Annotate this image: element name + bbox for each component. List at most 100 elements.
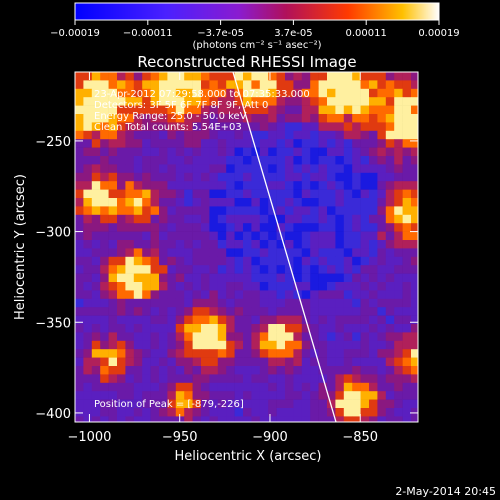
heatmap-cell (100, 206, 109, 216)
heatmap-cell (276, 298, 286, 308)
heatmap-cell (150, 391, 160, 400)
heatmap-cell (100, 139, 109, 148)
heatmap-cell (83, 265, 93, 274)
heatmap-cell (310, 223, 319, 232)
heatmap-cell (369, 122, 378, 132)
heatmap-cell (167, 282, 177, 291)
heatmap-cell (369, 290, 378, 300)
heatmap-cell (377, 265, 387, 274)
heatmap-cell (91, 315, 101, 325)
heatmap-cell (150, 105, 160, 115)
heatmap-cell (226, 357, 235, 367)
heatmap-cell (310, 340, 319, 350)
heatmap-cell (133, 290, 143, 300)
heatmap-cell (91, 139, 101, 148)
heatmap-cell (167, 332, 177, 342)
heatmap-cell (335, 97, 345, 106)
heatmap-cell (100, 122, 109, 132)
heatmap-cell (394, 391, 403, 400)
heatmap-cell (83, 164, 93, 174)
heatmap-cell (83, 139, 93, 148)
heatmap-cell (385, 391, 395, 400)
heatmap-cell (217, 349, 227, 358)
heatmap-cell (377, 114, 387, 123)
heatmap-cell (217, 198, 227, 207)
heatmap-cell (192, 130, 202, 140)
heatmap-cell (301, 248, 311, 258)
heatmap-cell (217, 290, 227, 300)
heatmap-cell (192, 340, 202, 350)
heatmap-cell (268, 374, 277, 384)
heatmap-cell (352, 315, 361, 325)
heatmap-cell (301, 366, 311, 375)
heatmap-cell (100, 399, 109, 409)
heatmap-cell (91, 408, 101, 417)
heatmap-cell (385, 97, 395, 106)
heatmap-cell (301, 399, 311, 409)
heatmap-cell (402, 223, 412, 232)
heatmap-cell (377, 139, 387, 148)
colorbar-tick-label: 3.7e-05 (274, 28, 312, 39)
heatmap-cell (125, 105, 135, 115)
heatmap-cell (175, 265, 185, 274)
heatmap-cell (201, 130, 210, 140)
heatmap-cell (301, 265, 311, 274)
heatmap-cell (108, 88, 118, 98)
heatmap-cell (234, 324, 244, 333)
heatmap-cell (301, 298, 311, 308)
heatmap-cell (251, 382, 261, 392)
heatmap-cell (360, 408, 370, 417)
heatmap-cell (411, 307, 418, 316)
heatmap-cell (369, 349, 378, 358)
heatmap-cell (184, 88, 193, 98)
heatmap-cell (167, 340, 177, 350)
heatmap-cell (293, 340, 303, 350)
heatmap-cell (293, 273, 303, 283)
heatmap-cell (192, 307, 202, 316)
heatmap-cell (335, 408, 345, 417)
heatmap-cell (360, 214, 370, 224)
heatmap-cell (192, 290, 202, 300)
heatmap-cell (419, 97, 428, 106)
heatmap-cell (167, 349, 177, 358)
heatmap-cell (117, 88, 126, 98)
heatmap-cell (259, 198, 269, 207)
heatmap-cell (411, 391, 418, 400)
heatmap-cell (411, 416, 418, 422)
heatmap-cell (352, 88, 361, 98)
heatmap-cell (209, 382, 219, 392)
heatmap-cell (360, 315, 370, 325)
heatmap-cell (117, 198, 126, 207)
heatmap-cell (251, 298, 261, 308)
heatmap-cell (159, 164, 168, 174)
heatmap-cell (100, 189, 109, 199)
heatmap-cell (217, 139, 227, 148)
heatmap-cell (402, 366, 412, 375)
heatmap-cell (335, 172, 345, 182)
heatmap-cell (83, 349, 93, 358)
heatmap-cell (117, 290, 126, 300)
heatmap-cell (360, 130, 370, 140)
heatmap-cell (201, 391, 210, 400)
heatmap-cell (75, 391, 84, 400)
heatmap-cell (360, 416, 370, 422)
heatmap-cell (285, 273, 294, 283)
heatmap-cell (209, 408, 219, 417)
heatmap-cell (251, 88, 261, 98)
heatmap-cell (167, 265, 177, 274)
heatmap-cell (184, 382, 193, 392)
heatmap-cell (184, 97, 193, 106)
heatmap-cell (268, 88, 277, 98)
heatmap-cell (402, 181, 412, 190)
heatmap-cell (335, 214, 345, 224)
heatmap-cell (184, 256, 193, 266)
heatmap-cell (243, 88, 252, 98)
heatmap-cell (175, 114, 185, 123)
heatmap-cell (352, 114, 361, 123)
heatmap-cell (310, 265, 319, 274)
heatmap-cell (234, 72, 244, 81)
heatmap-cell (133, 181, 143, 190)
heatmap-cell (301, 88, 311, 98)
heatmap-cell (251, 147, 261, 157)
heatmap-cell (175, 181, 185, 190)
